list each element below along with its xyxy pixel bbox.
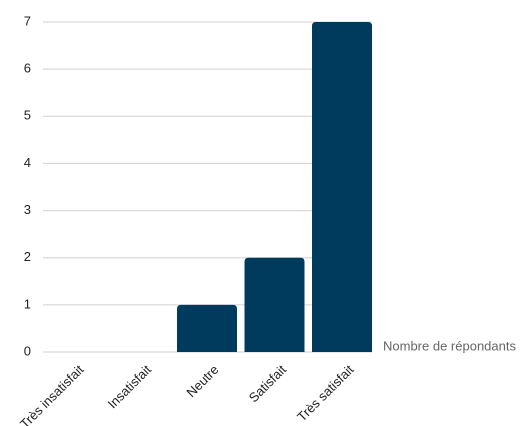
bar: [177, 304, 237, 352]
x-tick-label: Très satisfait: [294, 362, 357, 425]
y-tick-label: 2: [24, 249, 31, 264]
gridlines: [43, 21, 372, 353]
x-axis-ticks: Très insatisfait Insatisfait Neutre Satisfa…: [17, 362, 357, 426]
y-tick-label: 3: [24, 202, 31, 217]
bars: [177, 22, 372, 352]
legend: Nombre de répondants: [383, 338, 516, 353]
y-tick-label: 4: [24, 155, 31, 170]
x-tick-label: Satisfait: [246, 362, 290, 406]
y-axis-ticks: 0 1 2 3 4 5 6 7: [24, 13, 31, 358]
x-tick-label: Neutre: [183, 362, 221, 400]
y-tick-label: 0: [24, 343, 31, 358]
legend-series-label: Nombre de répondants: [383, 338, 516, 353]
y-tick-label: 1: [24, 296, 31, 311]
y-tick-label: 6: [24, 61, 31, 76]
bar: [312, 22, 372, 352]
x-tick-label: Insatisfait: [105, 362, 155, 412]
x-tick-label: Très insatisfait: [17, 362, 87, 426]
y-tick-label: 5: [24, 108, 31, 123]
bar: [244, 257, 305, 352]
y-tick-label: 7: [24, 13, 31, 28]
